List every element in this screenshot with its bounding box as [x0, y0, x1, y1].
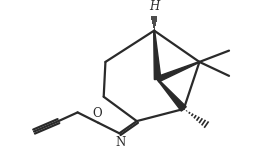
Text: O: O — [93, 107, 103, 120]
Polygon shape — [157, 61, 200, 82]
Polygon shape — [157, 79, 186, 111]
Text: H: H — [149, 0, 159, 13]
Text: N: N — [115, 136, 125, 149]
Polygon shape — [154, 31, 161, 80]
